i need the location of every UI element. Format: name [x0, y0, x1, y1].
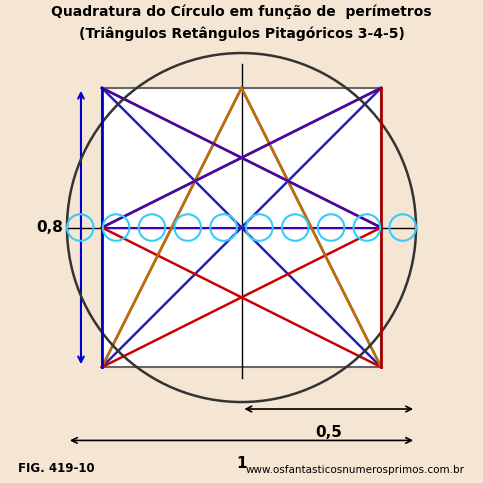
Text: (Triângulos Retângulos Pitagóricos 3-4-5): (Triângulos Retângulos Pitagóricos 3-4-5…: [79, 27, 404, 42]
Text: FIG. 419-10: FIG. 419-10: [18, 462, 95, 475]
Text: 0,8: 0,8: [37, 220, 63, 235]
Text: 0,5: 0,5: [315, 425, 342, 440]
Text: www.osfantasticosnumerosprimos.com.br: www.osfantasticosnumerosprimos.com.br: [246, 465, 465, 475]
Text: Quadratura do Círculo em função de  perímetros: Quadratura do Círculo em função de perím…: [51, 4, 432, 19]
Bar: [102, 88, 381, 367]
Text: 1: 1: [236, 456, 247, 471]
